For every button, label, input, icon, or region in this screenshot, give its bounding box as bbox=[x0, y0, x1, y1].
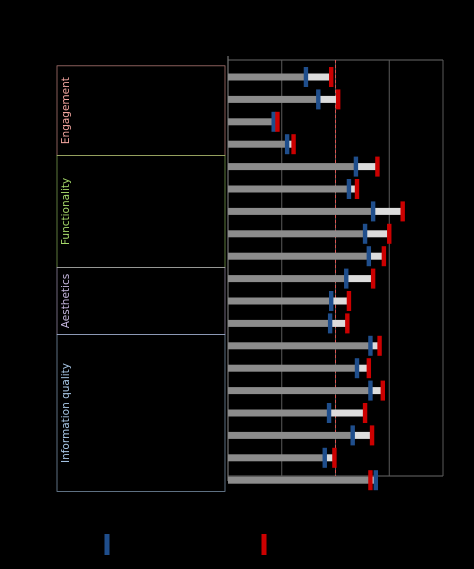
bar-layer bbox=[228, 73, 403, 484]
bar-range bbox=[324, 454, 335, 462]
marker-red bbox=[329, 67, 334, 87]
marker-blue bbox=[370, 201, 376, 222]
marker-blue bbox=[346, 179, 352, 199]
bar-base bbox=[228, 297, 332, 305]
bar-base bbox=[228, 185, 349, 193]
bar-base bbox=[228, 140, 288, 148]
marker-red bbox=[291, 134, 296, 155]
marker-red bbox=[369, 425, 375, 446]
marker-blue bbox=[271, 111, 276, 132]
legend-swatch bbox=[104, 534, 110, 555]
legend-layer bbox=[104, 534, 267, 555]
bar-base bbox=[228, 454, 325, 462]
group-layer: Engagement Functionality Aesthetics Informa… bbox=[56, 65, 226, 492]
bar-range bbox=[346, 275, 374, 283]
marker-red bbox=[387, 223, 392, 244]
bar-range bbox=[330, 319, 348, 327]
group-box bbox=[56, 266, 226, 335]
bar-base bbox=[228, 387, 371, 395]
marker-red bbox=[332, 447, 337, 468]
marker-red bbox=[345, 313, 350, 334]
marker-red bbox=[400, 201, 405, 222]
marker-blue bbox=[362, 223, 368, 244]
bar-range bbox=[368, 252, 384, 260]
bar-range bbox=[370, 342, 380, 350]
marker-red bbox=[346, 291, 352, 311]
bar-base bbox=[228, 118, 274, 126]
bar-base bbox=[228, 252, 369, 260]
bar-range bbox=[357, 364, 369, 372]
marker-blue bbox=[327, 313, 333, 334]
bar-base bbox=[228, 207, 374, 215]
marker-red bbox=[368, 470, 373, 491]
marker-blue bbox=[350, 425, 355, 446]
bar-base bbox=[228, 230, 366, 238]
bar-base bbox=[228, 364, 357, 372]
group-box bbox=[56, 65, 226, 156]
bar-range bbox=[365, 230, 390, 238]
bar-base bbox=[228, 431, 353, 439]
marker-red bbox=[362, 403, 368, 423]
bar-range bbox=[287, 140, 294, 148]
marker-blue bbox=[368, 335, 373, 356]
bar-base bbox=[228, 73, 306, 81]
bar-range bbox=[305, 73, 332, 81]
marker-blue bbox=[368, 380, 373, 401]
bar-base bbox=[228, 275, 347, 283]
marker-red bbox=[381, 246, 387, 267]
marker-blue bbox=[354, 358, 360, 379]
bar-range bbox=[318, 95, 339, 103]
marker-blue bbox=[322, 447, 327, 468]
bar-base bbox=[228, 319, 331, 327]
marker-red bbox=[335, 89, 341, 110]
group-box bbox=[56, 334, 226, 492]
marker-blue bbox=[329, 291, 334, 311]
marker-red bbox=[380, 380, 385, 401]
bar-base bbox=[228, 409, 330, 417]
group-label: Functionality bbox=[60, 178, 72, 245]
marker-blue bbox=[326, 403, 332, 423]
bar-range bbox=[370, 476, 376, 484]
marker-red bbox=[375, 156, 380, 177]
bar-base bbox=[228, 342, 371, 350]
marker-blue bbox=[366, 246, 372, 267]
marker-blue bbox=[373, 470, 379, 491]
bar-range bbox=[348, 185, 357, 193]
marker-blue bbox=[344, 268, 349, 289]
marker-blue bbox=[316, 89, 321, 110]
marker-red bbox=[370, 268, 376, 289]
bar-base bbox=[228, 163, 356, 171]
group-box bbox=[56, 154, 226, 268]
marker-blue bbox=[353, 156, 359, 177]
marker-blue bbox=[284, 134, 290, 155]
bar-base bbox=[228, 95, 319, 103]
bar-range bbox=[370, 387, 383, 395]
marker-blue bbox=[303, 67, 309, 87]
group-label: Aesthetics bbox=[60, 274, 72, 328]
marker-red bbox=[366, 358, 372, 379]
group-label: Information quality bbox=[60, 363, 72, 463]
marker-red bbox=[275, 111, 280, 132]
marker-red bbox=[354, 179, 360, 199]
group-label: Engagement bbox=[60, 77, 72, 144]
bar-range bbox=[331, 297, 349, 305]
marker-red bbox=[377, 335, 382, 356]
bar-range bbox=[355, 163, 378, 171]
bar-range bbox=[352, 431, 373, 439]
bar-range bbox=[373, 207, 403, 215]
bar-base bbox=[228, 476, 371, 484]
bar-range bbox=[329, 409, 366, 417]
marker-layer bbox=[271, 67, 405, 491]
legend-swatch bbox=[261, 534, 267, 555]
